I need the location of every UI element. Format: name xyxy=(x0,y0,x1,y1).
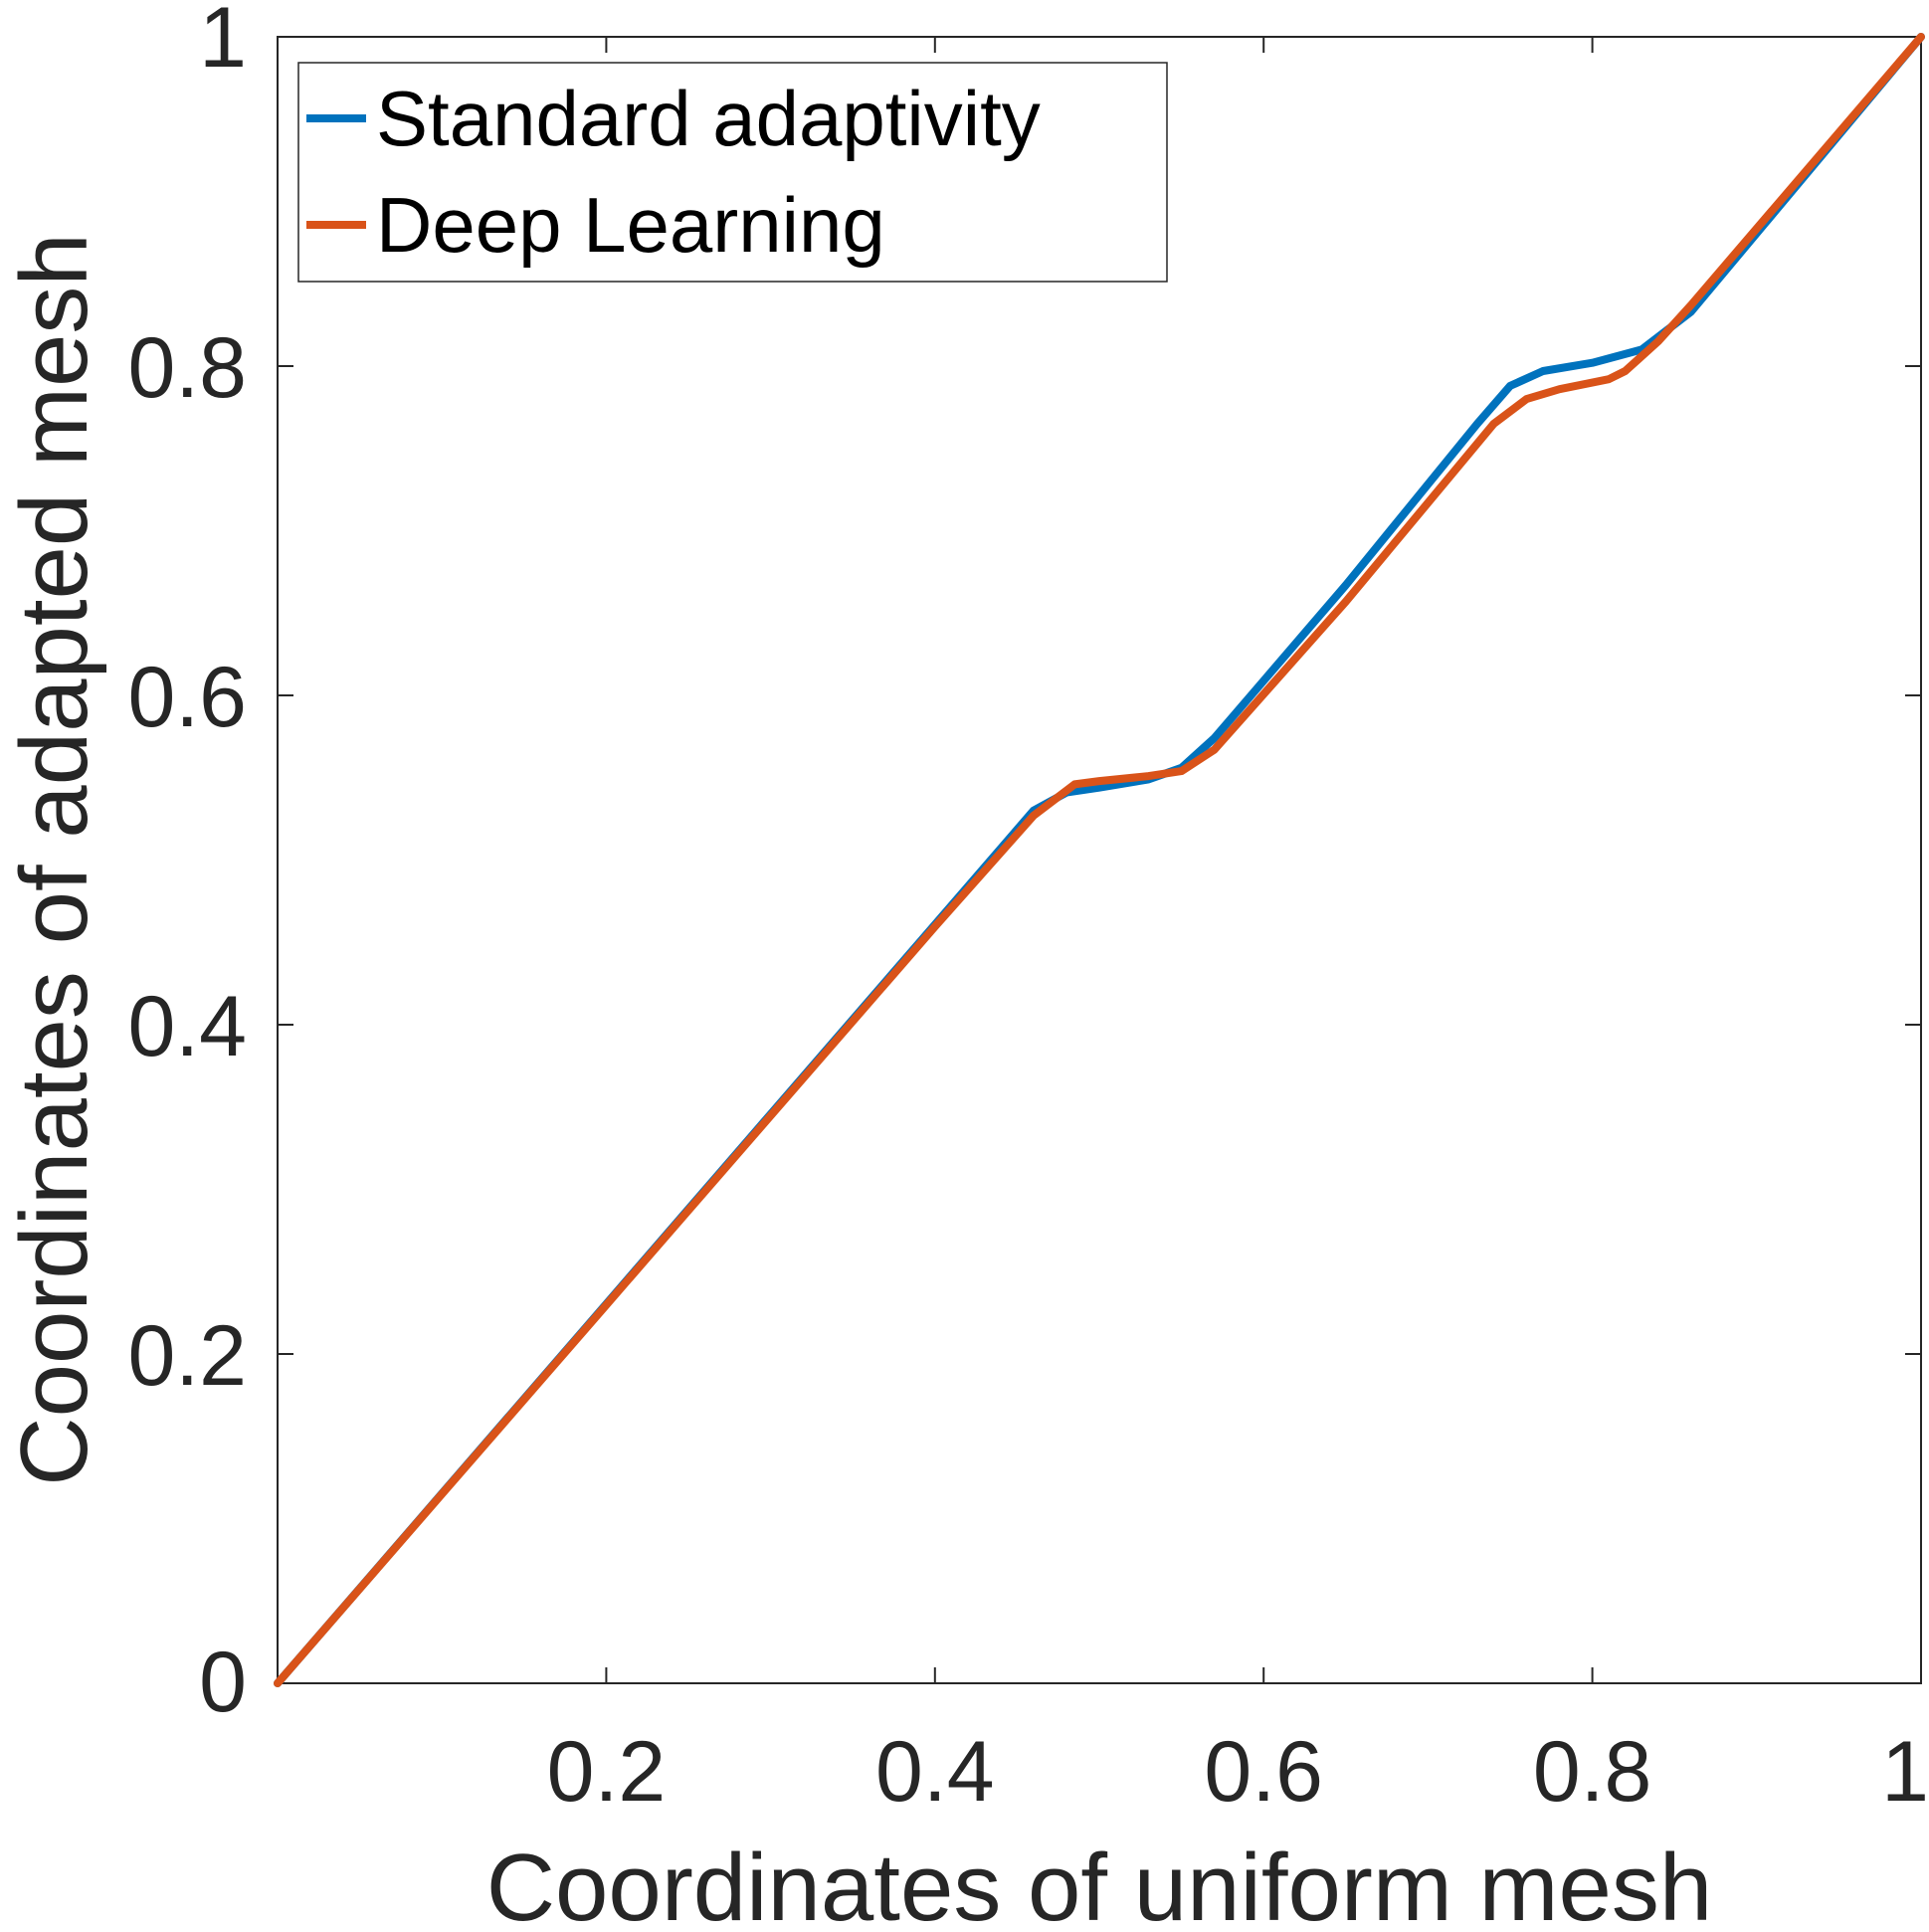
y-axis-title: Coordinates of adapted mesh xyxy=(1,233,107,1485)
y-tick-label: 0.8 xyxy=(127,320,247,416)
x-tick-label: 1 xyxy=(1881,1724,1929,1820)
y-tick-label: 0.2 xyxy=(127,1308,247,1404)
axis-tick-labels: 0.2 0.4 0.6 0.8 1 0 0.2 0.4 0.6 0.8 1 xyxy=(127,0,1929,1820)
y-tick-label: 1 xyxy=(199,0,247,86)
x-tick-label: 0.4 xyxy=(875,1724,995,1820)
x-axis-title: Coordinates of uniform mesh xyxy=(486,1835,1713,1932)
series-line-deep-learning xyxy=(274,33,1925,1687)
y-tick-label: 0.4 xyxy=(127,979,247,1074)
plot-area xyxy=(277,36,1922,1684)
axis-ticks xyxy=(278,36,1922,1684)
x-tick-label: 0.2 xyxy=(547,1724,667,1820)
legend-label-standard-adaptivity: Standard adaptivity xyxy=(376,75,1041,162)
legend-label-deep-learning: Deep Learning xyxy=(376,181,885,269)
x-tick-label: 0.6 xyxy=(1204,1724,1323,1820)
y-tick-label: 0.6 xyxy=(127,650,247,745)
legend-box xyxy=(297,62,1168,283)
legend: Standard adaptivity Deep Learning xyxy=(297,62,1168,283)
data-series xyxy=(274,33,1925,1687)
y-tick-label: 0 xyxy=(199,1635,247,1730)
x-tick-label: 0.8 xyxy=(1533,1724,1652,1820)
